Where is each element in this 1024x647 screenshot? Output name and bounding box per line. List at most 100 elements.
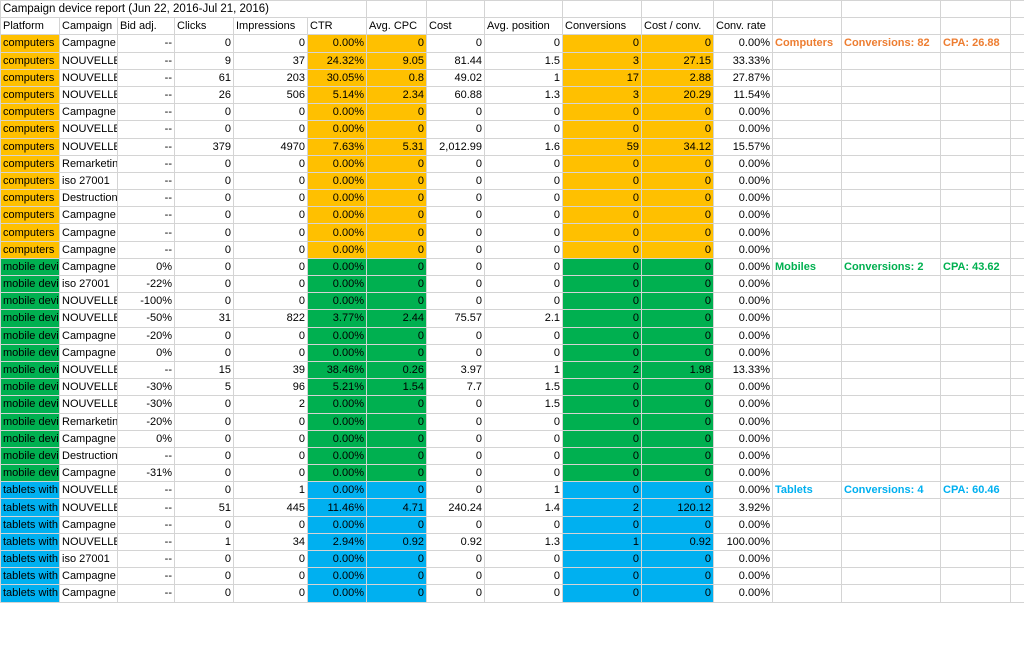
cost-cell[interactable]: 0 — [426, 240, 485, 259]
empty-cell[interactable] — [940, 292, 1011, 311]
conversions-cell[interactable]: 1 — [562, 532, 642, 552]
summary-cpa[interactable]: CPA: 60.46 — [940, 481, 1011, 500]
conversions-cell[interactable]: 0 — [562, 223, 642, 242]
conversions-cell[interactable]: 0 — [562, 515, 642, 534]
bid-adj-cell[interactable]: -- — [117, 34, 175, 53]
empty-cell[interactable] — [772, 206, 842, 225]
impressions-cell[interactable]: 0 — [233, 206, 308, 225]
empty-cell[interactable] — [841, 378, 941, 397]
cost-cell[interactable]: 7.7 — [426, 378, 485, 397]
conv-rate-cell[interactable]: 0.00% — [713, 343, 773, 362]
impressions-cell[interactable]: 0 — [233, 326, 308, 345]
empty-cell[interactable] — [940, 532, 1011, 552]
empty-cell[interactable] — [940, 567, 1011, 586]
conv-rate-cell[interactable]: 0.00% — [713, 378, 773, 397]
empty-cell[interactable] — [1010, 0, 1024, 19]
empty-cell[interactable] — [841, 206, 941, 225]
clicks-cell[interactable]: 1 — [174, 532, 234, 552]
empty-cell[interactable] — [940, 584, 1011, 603]
empty-cell[interactable] — [772, 137, 842, 156]
ctr-cell[interactable]: 24.32% — [307, 51, 367, 70]
bid-adj-cell[interactable]: -- — [117, 446, 175, 466]
empty-cell[interactable] — [1010, 137, 1024, 156]
empty-cell[interactable] — [1010, 309, 1024, 328]
conversions-cell[interactable]: 0 — [562, 103, 642, 122]
bid-adj-cell[interactable]: 0% — [117, 343, 175, 362]
cost-per-conv-cell[interactable]: 0 — [641, 549, 714, 569]
empty-cell[interactable] — [772, 412, 842, 431]
empty-cell[interactable] — [1010, 103, 1024, 122]
conv-rate-cell[interactable]: 0.00% — [713, 189, 773, 208]
empty-cell[interactable] — [772, 103, 842, 122]
campaign-cell[interactable]: Remarketing — [59, 412, 118, 431]
empty-cell[interactable] — [772, 171, 842, 191]
impressions-cell[interactable]: 2 — [233, 395, 308, 414]
empty-cell[interactable] — [1010, 584, 1024, 603]
empty-cell[interactable] — [1010, 292, 1024, 311]
campaign-cell[interactable]: Campagne — [59, 343, 118, 362]
avg-cpc-cell[interactable]: 0 — [366, 171, 427, 191]
campaign-cell[interactable]: Campagne — [59, 515, 118, 534]
bid-adj-cell[interactable]: 0% — [117, 429, 175, 448]
impressions-cell[interactable]: 0 — [233, 103, 308, 122]
conversions-cell[interactable]: 0 — [562, 326, 642, 345]
bid-adj-cell[interactable]: -- — [117, 549, 175, 569]
ctr-cell[interactable]: 0.00% — [307, 154, 367, 173]
impressions-cell[interactable]: 0 — [233, 240, 308, 259]
empty-cell[interactable] — [713, 0, 773, 19]
avg-cpc-cell[interactable]: 0 — [366, 103, 427, 122]
conv-rate-cell[interactable]: 0.00% — [713, 120, 773, 139]
empty-cell[interactable] — [1010, 515, 1024, 534]
ctr-cell[interactable]: 5.21% — [307, 378, 367, 397]
platform-cell[interactable]: mobile devices — [0, 309, 60, 328]
summary-conversions[interactable]: Conversions: 4 — [841, 481, 941, 500]
empty-cell[interactable] — [1010, 395, 1024, 414]
header-ctr[interactable]: CTR — [307, 17, 367, 36]
campaign-cell[interactable]: Destruction — [59, 446, 118, 466]
conversions-cell[interactable]: 0 — [562, 34, 642, 53]
avg-cpc-cell[interactable]: 0 — [366, 446, 427, 466]
platform-cell[interactable]: tablets with — [0, 549, 60, 569]
empty-cell[interactable] — [841, 532, 941, 552]
empty-cell[interactable] — [772, 567, 842, 586]
empty-cell[interactable] — [1010, 223, 1024, 242]
conv-rate-cell[interactable]: 3.92% — [713, 498, 773, 517]
clicks-cell[interactable]: 0 — [174, 412, 234, 431]
campaign-cell[interactable]: NOUVELLE — [59, 309, 118, 328]
campaign-cell[interactable]: iso 27001 — [59, 274, 118, 294]
impressions-cell[interactable]: 0 — [233, 171, 308, 191]
empty-cell[interactable] — [940, 360, 1011, 380]
empty-cell[interactable] — [772, 154, 842, 173]
platform-cell[interactable]: computers — [0, 68, 60, 87]
clicks-cell[interactable]: 0 — [174, 154, 234, 173]
summary-cpa[interactable]: CPA: 26.88 — [940, 34, 1011, 53]
impressions-cell[interactable]: 39 — [233, 360, 308, 380]
empty-cell[interactable] — [641, 0, 714, 19]
conversions-cell[interactable]: 0 — [562, 412, 642, 431]
cost-per-conv-cell[interactable]: 0 — [641, 103, 714, 122]
empty-cell[interactable] — [426, 0, 485, 19]
avg-position-cell[interactable]: 0 — [484, 412, 563, 431]
empty-cell[interactable] — [841, 137, 941, 156]
avg-cpc-cell[interactable]: 0 — [366, 481, 427, 500]
empty-cell[interactable] — [841, 51, 941, 70]
empty-cell[interactable] — [1010, 240, 1024, 259]
conv-rate-cell[interactable]: 0.00% — [713, 549, 773, 569]
impressions-cell[interactable]: 506 — [233, 85, 308, 105]
empty-cell[interactable] — [1010, 481, 1024, 500]
ctr-cell[interactable]: 0.00% — [307, 412, 367, 431]
empty-cell[interactable] — [1010, 257, 1024, 277]
empty-cell[interactable] — [940, 189, 1011, 208]
cost-cell[interactable]: 0 — [426, 481, 485, 500]
cost-per-conv-cell[interactable]: 0 — [641, 464, 714, 483]
avg-cpc-cell[interactable]: 0 — [366, 395, 427, 414]
avg-cpc-cell[interactable]: 0 — [366, 189, 427, 208]
clicks-cell[interactable]: 5 — [174, 378, 234, 397]
conversions-cell[interactable]: 0 — [562, 378, 642, 397]
platform-cell[interactable]: mobile devices — [0, 412, 60, 431]
empty-cell[interactable] — [772, 515, 842, 534]
empty-cell[interactable] — [940, 326, 1011, 345]
ctr-cell[interactable]: 0.00% — [307, 567, 367, 586]
empty-cell[interactable] — [841, 429, 941, 448]
conv-rate-cell[interactable]: 100.00% — [713, 532, 773, 552]
